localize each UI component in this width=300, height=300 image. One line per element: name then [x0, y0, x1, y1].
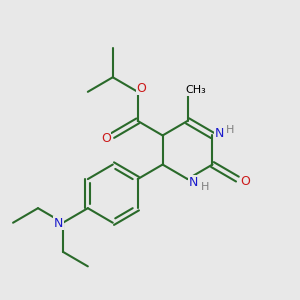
Text: H: H [226, 125, 235, 135]
Text: N: N [189, 176, 199, 189]
Text: N: N [53, 217, 63, 230]
Text: CH₃: CH₃ [185, 85, 206, 95]
Text: N: N [215, 128, 224, 140]
Text: O: O [101, 132, 111, 145]
Text: H: H [201, 182, 209, 192]
Text: O: O [136, 82, 146, 94]
Text: O: O [240, 175, 250, 188]
